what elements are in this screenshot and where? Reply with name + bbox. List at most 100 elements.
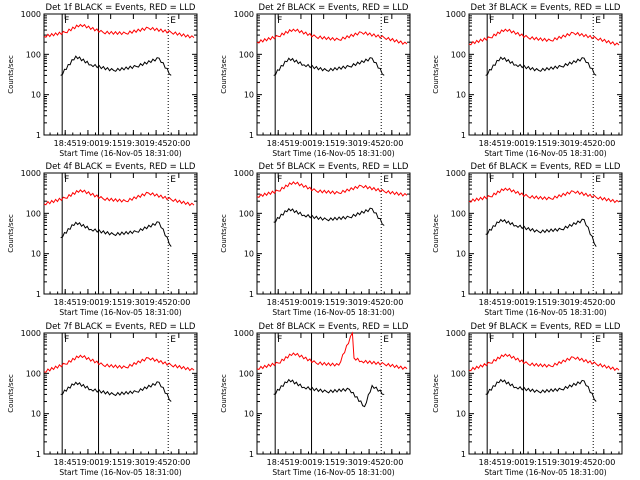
y-tick-label: 1000 — [21, 10, 41, 19]
x-axis-label: Start Time (16-Nov-05 18:31:00) — [272, 149, 394, 158]
x-tick-label: 20:00 — [167, 139, 190, 148]
x-tick-label: 19:45 — [570, 139, 593, 148]
time-marker-label: F — [489, 335, 494, 345]
series-lld-line — [256, 331, 408, 371]
time-marker-label: F — [489, 16, 494, 26]
x-tick-label: 19:30 — [122, 458, 145, 467]
y-axis-label: Counts/sec — [7, 214, 15, 253]
x-tick-label: 20:00 — [592, 458, 615, 467]
panel-7: Det 7f BLACK = Events, RED = LLD Counts/s… — [7, 322, 198, 477]
y-tick-label: 100 — [451, 369, 466, 378]
panel-8: Det 8f BLACK = Events, RED = LLD Counts/s… — [220, 322, 411, 477]
y-axis-label: Counts/sec — [7, 55, 15, 94]
x-tick-label: 19:15 — [99, 458, 122, 467]
x-tick-label: 19:30 — [547, 139, 570, 148]
x-tick-label: 20:00 — [592, 139, 615, 148]
x-axis-label: Start Time (16-Nov-05 18:31:00) — [59, 308, 181, 317]
plot-frame — [43, 332, 198, 455]
x-tick-label: 19:45 — [145, 139, 168, 148]
plot-frame — [256, 172, 411, 295]
x-tick-label: 19:00 — [501, 458, 524, 467]
series-lld-line — [468, 353, 620, 372]
y-tick-label: 1000 — [234, 10, 254, 19]
series-events-line — [60, 381, 172, 402]
x-tick-label: 19:45 — [570, 298, 593, 307]
series-lld-line — [256, 28, 408, 45]
series-events-line — [60, 55, 172, 76]
y-tick-label: 1000 — [21, 169, 41, 178]
y-tick-label: 10 — [31, 250, 41, 259]
time-marker-label: E — [383, 335, 389, 345]
series-events-line — [273, 207, 385, 226]
x-tick-label: 18:45 — [54, 458, 77, 467]
x-tick-label: 19:45 — [145, 458, 168, 467]
x-axis-label: Start Time (16-Nov-05 18:31:00) — [484, 468, 606, 477]
panel-title: Det 9f BLACK = Events, RED = LLD — [471, 322, 621, 332]
series-lld-line — [43, 23, 195, 39]
x-tick-label: 19:45 — [358, 139, 381, 148]
panel-9: Det 9f BLACK = Events, RED = LLD Counts/s… — [432, 322, 623, 477]
panel-title: Det 3f BLACK = Events, RED = LLD — [471, 3, 621, 13]
y-tick-label: 10 — [31, 410, 41, 419]
plot-frame — [468, 332, 623, 455]
series-events-line — [485, 378, 597, 402]
y-tick-label: 100 — [26, 50, 41, 59]
x-tick-label: 19:00 — [289, 298, 312, 307]
time-marker-label: E — [595, 335, 601, 345]
x-tick-label: 19:30 — [335, 139, 358, 148]
y-tick-label: 1000 — [446, 169, 466, 178]
y-tick-label: 1000 — [234, 169, 254, 178]
series-events-line — [485, 56, 597, 76]
plot-frame — [43, 13, 198, 136]
x-tick-label: 19:15 — [312, 139, 335, 148]
plot-frame — [256, 13, 411, 136]
x-tick-label: 20:00 — [380, 139, 403, 148]
x-axis-label: Start Time (16-Nov-05 18:31:00) — [272, 308, 394, 317]
x-axis-label: Start Time (16-Nov-05 18:31:00) — [484, 149, 606, 158]
panel-title: Det 2f BLACK = Events, RED = LLD — [259, 3, 409, 13]
time-marker-label: E — [383, 16, 389, 26]
x-tick-label: 18:45 — [479, 139, 502, 148]
y-tick-label: 100 — [239, 50, 254, 59]
y-tick-label: 1 — [36, 131, 41, 140]
time-marker-label: E — [170, 16, 176, 26]
panel-title: Det 7f BLACK = Events, RED = LLD — [46, 322, 196, 332]
x-tick-label: 18:45 — [54, 139, 77, 148]
x-tick-label: 19:00 — [289, 139, 312, 148]
panel-1: Det 1f BLACK = Events, RED = LLD Counts/s… — [7, 3, 198, 158]
series-events-line — [485, 218, 597, 247]
y-tick-label: 1 — [461, 290, 466, 299]
y-tick-label: 1000 — [234, 329, 254, 338]
series-lld-line — [468, 28, 620, 46]
x-tick-label: 19:00 — [76, 458, 99, 467]
y-tick-label: 1 — [36, 290, 41, 299]
x-tick-label: 19:45 — [145, 298, 168, 307]
y-tick-label: 10 — [31, 91, 41, 100]
x-tick-label: 20:00 — [167, 458, 190, 467]
y-tick-label: 10 — [244, 410, 254, 419]
y-tick-label: 10 — [244, 91, 254, 100]
time-marker-label: E — [595, 175, 601, 185]
plot-frame — [468, 172, 623, 295]
x-tick-label: 20:00 — [380, 458, 403, 467]
x-axis-label: Start Time (16-Nov-05 18:31:00) — [484, 308, 606, 317]
y-tick-label: 100 — [451, 209, 466, 218]
time-marker-label: F — [277, 175, 282, 185]
y-tick-label: 100 — [239, 209, 254, 218]
x-tick-label: 19:30 — [122, 139, 145, 148]
y-tick-label: 1 — [249, 131, 254, 140]
x-tick-label: 19:30 — [335, 298, 358, 307]
x-axis-label: Start Time (16-Nov-05 18:31:00) — [59, 468, 181, 477]
x-tick-label: 19:15 — [524, 139, 547, 148]
series-lld-line — [43, 189, 195, 207]
time-marker-label: E — [595, 16, 601, 26]
y-tick-label: 1 — [461, 131, 466, 140]
series-events-line — [60, 221, 172, 247]
y-tick-label: 100 — [239, 369, 254, 378]
y-tick-label: 100 — [26, 209, 41, 218]
x-tick-label: 19:30 — [335, 458, 358, 467]
x-tick-label: 19:00 — [501, 139, 524, 148]
y-axis-label: Counts/sec — [432, 214, 440, 253]
plot-frame — [468, 13, 623, 136]
time-marker-label: E — [383, 175, 389, 185]
